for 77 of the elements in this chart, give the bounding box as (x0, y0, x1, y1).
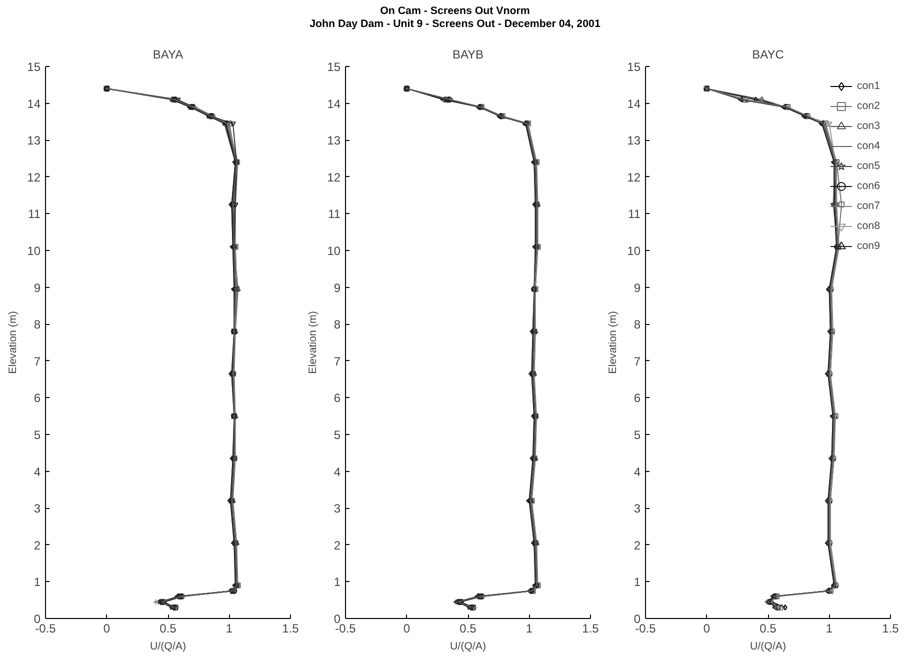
legend-label: con7 (856, 200, 880, 212)
y-tick-label: 10 (627, 244, 641, 258)
y-tick-label: 1 (34, 575, 41, 590)
y-tick-label: 7 (634, 354, 641, 368)
x-axis-title: U/(Q/A) (750, 640, 786, 652)
y-tick-label: 15 (327, 60, 341, 74)
y-tick-label: 11 (28, 207, 41, 222)
text: On Cam - Screens Out Vnorm (380, 5, 530, 17)
y-tick-label: 5 (634, 428, 641, 442)
y-tick-label: 8 (34, 318, 41, 332)
y-tick-label: 14 (627, 96, 641, 111)
y-tick-label: 2 (334, 538, 341, 552)
y-tick-label: 6 (334, 391, 341, 406)
x-tick-label: 1 (226, 622, 233, 636)
x-axis-title: U/(Q/A) (150, 640, 186, 652)
y-tick-label: 14 (27, 96, 41, 111)
y-tick-label: 3 (334, 502, 341, 516)
y-tick-label: 13 (27, 134, 41, 148)
legend-label: con9 (856, 240, 880, 252)
y-tick-label: 8 (334, 318, 341, 332)
y-tick-label: 10 (27, 244, 41, 258)
chart-title: BAYB (452, 48, 484, 62)
y-tick-label: 14 (327, 96, 341, 111)
x-tick-label: 0.5 (160, 622, 177, 636)
y-tick-label: 6 (34, 391, 41, 406)
x-tick-label: 0 (403, 622, 410, 636)
y-tick-label: 4 (334, 464, 341, 479)
y-tick-label: 12 (627, 170, 641, 184)
y-tick-label: 9 (634, 280, 641, 295)
y-tick-label: 13 (327, 134, 341, 148)
x-axis-title: U/(Q/A) (450, 640, 486, 652)
y-tick-label: 1 (334, 575, 341, 590)
x-tick-label: 1 (526, 622, 533, 636)
y-tick-label: 1 (634, 575, 641, 590)
x-tick-label: 0.5 (760, 622, 777, 636)
y-tick-label: 2 (634, 538, 641, 552)
x-tick-label: 0 (103, 622, 110, 636)
text: John Day Dam - Unit 9 - Screens Out - December 04, 2001 (310, 18, 600, 30)
y-tick-label: 7 (334, 354, 341, 368)
legend-label: con2 (856, 100, 880, 112)
y-tick-label: 5 (34, 428, 41, 442)
y-tick-label: 3 (34, 502, 41, 516)
y-tick-label: 8 (634, 318, 641, 332)
chart-title: BAYA (152, 48, 184, 62)
y-tick-label: 12 (327, 170, 341, 184)
y-tick-label: 5 (334, 428, 341, 442)
chart-title: BAYC (752, 48, 784, 62)
y-tick-label: 2 (34, 538, 41, 552)
x-tick-label: 1.5 (282, 622, 300, 636)
legend-label: con3 (856, 120, 880, 132)
legend-label: con6 (856, 180, 880, 192)
y-tick-label: 12 (27, 170, 41, 184)
y-tick-label: 9 (34, 280, 41, 295)
legend-label: con5 (856, 160, 880, 172)
y-axis-title: Elevation (m) (607, 311, 620, 374)
y-tick-label: 11 (328, 207, 341, 222)
y-axis-title: Elevation (m) (307, 311, 320, 374)
x-tick-label: 1.5 (582, 622, 600, 636)
x-tick-label: 0.5 (460, 622, 477, 636)
x-tick-label: 1 (826, 622, 833, 636)
x-tick-label: 0 (703, 622, 710, 636)
y-tick-label: 13 (627, 134, 641, 148)
y-axis-title: Elevation (m) (7, 311, 20, 374)
y-tick-label: 15 (627, 60, 641, 74)
y-tick-label: 4 (34, 464, 41, 479)
y-tick-label: 7 (34, 354, 41, 368)
legend-label: con4 (856, 140, 880, 152)
y-tick-label: 6 (634, 391, 641, 406)
legend-label: con8 (856, 220, 880, 232)
y-tick-label: 10 (327, 244, 341, 258)
y-tick-label: 3 (634, 502, 641, 516)
y-tick-label: 15 (27, 60, 41, 74)
legend-label: con1 (856, 80, 880, 92)
y-tick-label: 4 (634, 464, 641, 479)
y-tick-label: 11 (628, 207, 641, 222)
y-tick-label: 9 (334, 280, 341, 295)
x-tick-label: 1.5 (882, 622, 900, 636)
